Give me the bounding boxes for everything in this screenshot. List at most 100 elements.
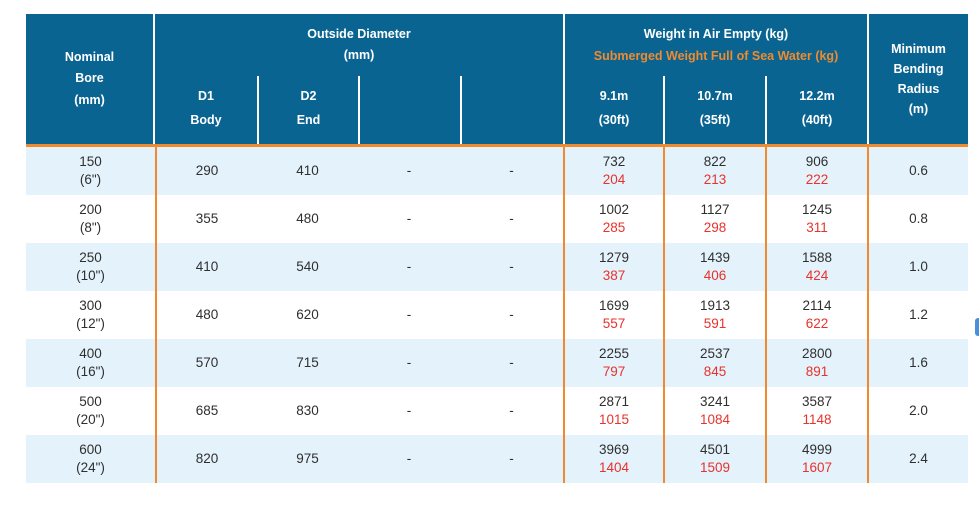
bore-inches: (8") bbox=[79, 220, 102, 235]
weight-submerged: 406 bbox=[703, 268, 727, 283]
bore-inches: (10") bbox=[76, 268, 105, 283]
weight-submerged: 845 bbox=[703, 364, 727, 379]
cell-bending-radius: 2.0 bbox=[867, 387, 968, 435]
length-meters: 9.1m bbox=[599, 89, 629, 104]
cell-od-extra-2: - bbox=[509, 402, 514, 418]
cell-od-extra-1: - bbox=[406, 450, 412, 466]
cell-od-extra-1: - bbox=[406, 162, 412, 178]
cell-nominal-bore: 150 (6") bbox=[26, 147, 155, 195]
weight-air: 2114 bbox=[802, 297, 832, 313]
weight-air: 732 bbox=[602, 153, 626, 169]
bore-mm: 200 bbox=[79, 201, 102, 217]
cell-d1-body: 290 bbox=[155, 147, 257, 195]
header-sub-od-extra-1 bbox=[358, 76, 460, 144]
table-body: 150 (6") 290 410 - - 732 204 822 213 906… bbox=[26, 147, 968, 483]
scroll-indicator[interactable] bbox=[975, 318, 979, 336]
header-sub-length-9-1m: 9.1m (30ft) bbox=[563, 76, 663, 144]
bore-mm: 600 bbox=[79, 441, 102, 457]
table-row: 250 (10") 410 540 - - 1279 387 1439 406 … bbox=[26, 243, 968, 291]
weight-submerged: 311 bbox=[806, 220, 828, 235]
weight-air: 1127 bbox=[700, 201, 730, 217]
cell-od-extra-2: - bbox=[509, 354, 514, 370]
header-weight-submerged-title: Submerged Weight Full of Sea Water (kg) bbox=[593, 49, 839, 63]
length-meters: 10.7m bbox=[697, 89, 733, 104]
weight-air: 2800 bbox=[801, 345, 833, 361]
weight-air: 3241 bbox=[699, 393, 731, 409]
cell-nominal-bore: 200 (8") bbox=[26, 195, 155, 243]
cell-od-extra-2: - bbox=[509, 258, 514, 274]
header-nominal-bore: Nominal Bore (mm) bbox=[26, 14, 155, 144]
weight-submerged: 557 bbox=[602, 316, 626, 331]
weight-air: 1439 bbox=[699, 249, 731, 265]
cell-weight-10-7m: 1913 591 bbox=[663, 291, 765, 339]
weight-submerged: 622 bbox=[805, 316, 829, 331]
length-feet: (40ft) bbox=[801, 112, 833, 127]
cell-od-extra-2: - bbox=[509, 210, 514, 226]
length-meters: 12.2m bbox=[799, 89, 835, 104]
weight-submerged: 387 bbox=[602, 268, 626, 283]
cell-d1-body: 570 bbox=[155, 339, 257, 387]
cell-d2-end: 480 bbox=[296, 210, 319, 226]
weight-air: 906 bbox=[805, 153, 829, 169]
cell-bending-radius: 0.8 bbox=[867, 195, 968, 243]
cell-weight-12-2m: 1588 424 bbox=[765, 243, 867, 291]
weight-submerged: 1148 bbox=[802, 412, 832, 427]
table-row: 300 (12") 480 620 - - 1699 557 1913 591 … bbox=[26, 291, 968, 339]
weight-air: 1002 bbox=[598, 201, 630, 217]
cell-d1-body: 410 bbox=[155, 243, 257, 291]
weight-submerged: 1015 bbox=[598, 412, 630, 427]
bore-mm: 400 bbox=[79, 345, 102, 361]
header-sub-od-extra-2 bbox=[460, 76, 563, 144]
header-bottom-rule bbox=[26, 144, 968, 147]
weight-air: 3587 bbox=[801, 393, 833, 409]
table-row: 200 (8") 355 480 - - 1002 285 1127 298 1… bbox=[26, 195, 968, 243]
cell-weight-12-2m: 1245 311 bbox=[765, 195, 867, 243]
weight-submerged: 298 bbox=[703, 220, 727, 235]
table-row: 150 (6") 290 410 - - 732 204 822 213 906… bbox=[26, 147, 968, 195]
weight-submerged: 797 bbox=[602, 364, 626, 379]
pipe-spec-table: Nominal Bore (mm) Outside Diameter (mm) … bbox=[26, 14, 968, 483]
cell-od-extra-1: - bbox=[406, 210, 412, 226]
weight-submerged: 213 bbox=[703, 172, 727, 187]
bore-inches: (16") bbox=[76, 364, 105, 379]
cell-weight-10-7m: 4501 1509 bbox=[663, 435, 765, 483]
table-row: 500 (20") 685 830 - - 2871 1015 3241 108… bbox=[26, 387, 968, 435]
cell-od-extra-2: - bbox=[509, 162, 514, 178]
bore-mm: 150 bbox=[79, 153, 102, 169]
cell-d1-body: 685 bbox=[155, 387, 257, 435]
weight-submerged: 1509 bbox=[699, 460, 731, 475]
cell-weight-9-1m: 1279 387 bbox=[563, 243, 663, 291]
bore-inches: (24") bbox=[76, 460, 105, 475]
cell-weight-10-7m: 822 213 bbox=[663, 147, 765, 195]
weight-submerged: 891 bbox=[805, 364, 829, 379]
weight-air: 1245 bbox=[801, 201, 833, 217]
cell-weight-10-7m: 2537 845 bbox=[663, 339, 765, 387]
cell-od-extra-1: - bbox=[406, 354, 412, 370]
cell-od-extra-2: - bbox=[509, 306, 514, 322]
cell-weight-12-2m: 906 222 bbox=[765, 147, 867, 195]
cell-weight-12-2m: 2114 622 bbox=[765, 291, 867, 339]
header-weight-group: Weight in Air Empty (kg) Submerged Weigh… bbox=[563, 14, 867, 76]
d2-code: D2 bbox=[300, 89, 317, 104]
cell-weight-10-7m: 3241 1084 bbox=[663, 387, 765, 435]
cell-bending-radius: 0.6 bbox=[867, 147, 968, 195]
cell-d2-end: 410 bbox=[296, 162, 319, 178]
header-outside-diameter-title: Outside Diameter bbox=[307, 26, 411, 41]
cell-bending-radius: 2.4 bbox=[867, 435, 968, 483]
bore-mm: 500 bbox=[79, 393, 102, 409]
header-outside-diameter-group: Outside Diameter (mm) bbox=[155, 14, 563, 76]
bore-mm: 300 bbox=[79, 297, 102, 313]
weight-submerged: 424 bbox=[805, 268, 829, 283]
weight-air: 1699 bbox=[598, 297, 630, 313]
cell-d1-body: 355 bbox=[155, 195, 257, 243]
header-sub-d2: D2 End bbox=[257, 76, 358, 144]
cell-weight-12-2m: 4999 1607 bbox=[765, 435, 867, 483]
cell-weight-9-1m: 3969 1404 bbox=[563, 435, 663, 483]
cell-weight-12-2m: 3587 1148 bbox=[765, 387, 867, 435]
weight-submerged: 1607 bbox=[801, 460, 833, 475]
d2-label: End bbox=[296, 112, 321, 127]
table-row: 400 (16") 570 715 - - 2255 797 2537 845 … bbox=[26, 339, 968, 387]
cell-nominal-bore: 600 (24") bbox=[26, 435, 155, 483]
cell-weight-9-1m: 2871 1015 bbox=[563, 387, 663, 435]
weight-submerged: 222 bbox=[805, 172, 829, 187]
